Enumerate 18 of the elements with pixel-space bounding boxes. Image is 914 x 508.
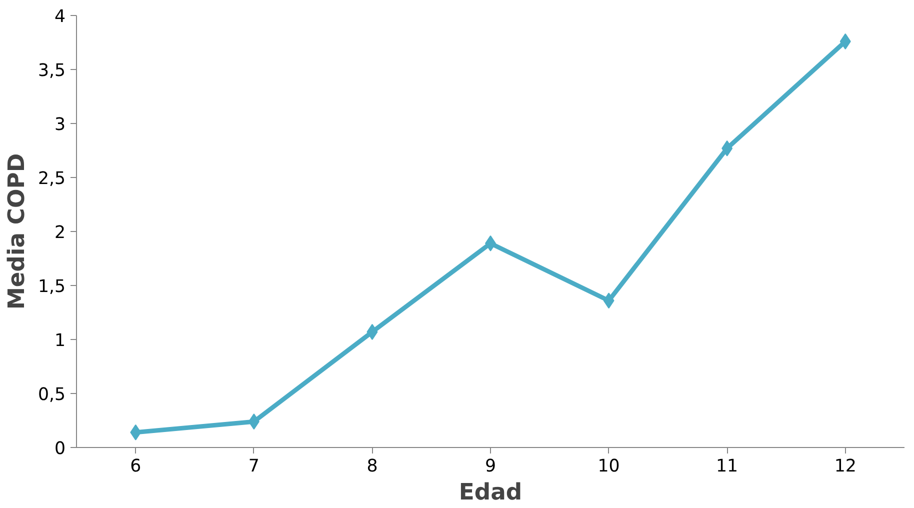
y-tick-label: 2,5 bbox=[38, 169, 66, 189]
x-tick-label: 8 bbox=[366, 456, 378, 476]
y-axis-title: Media COPD bbox=[4, 153, 30, 310]
y-tick-label: 1,5 bbox=[38, 277, 66, 297]
y-tick-label: 4 bbox=[54, 7, 66, 27]
x-tick-label: 6 bbox=[130, 456, 142, 476]
y-tick-label: 3,5 bbox=[38, 61, 66, 81]
x-tick-label: 9 bbox=[484, 456, 496, 476]
y-tick-label: 0,5 bbox=[38, 385, 66, 405]
y-tick-label: 2 bbox=[54, 223, 66, 243]
x-tick-label: 7 bbox=[248, 456, 260, 476]
x-axis-title: Edad bbox=[458, 480, 522, 506]
x-tick-label: 10 bbox=[598, 456, 620, 476]
y-tick-label: 1 bbox=[54, 331, 66, 351]
y-tick-label: 3 bbox=[54, 115, 66, 135]
x-tick-label: 11 bbox=[716, 456, 738, 476]
y-tick-label: 0 bbox=[54, 439, 66, 459]
x-tick-label: 12 bbox=[834, 456, 856, 476]
